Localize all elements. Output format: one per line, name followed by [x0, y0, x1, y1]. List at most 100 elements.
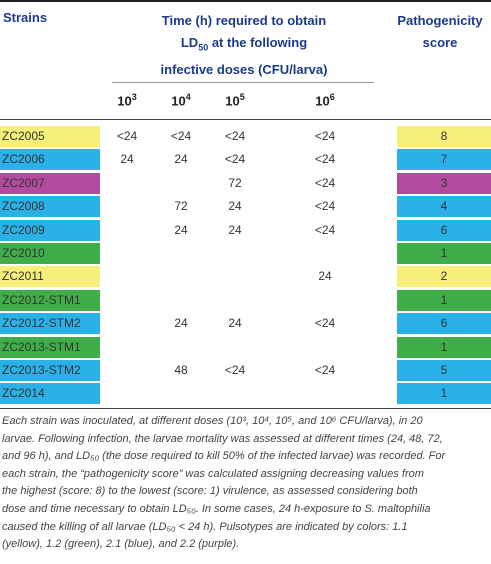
footnote-line: dose and time necessary to obtain LD₅₀. …: [2, 502, 431, 515]
footnote-line: the highest (score: 8) to the lowest (sc…: [2, 485, 418, 498]
table-row: ZC2011 24 2: [0, 266, 491, 288]
ld50-time-cell-d6: [305, 383, 345, 404]
score-cell: 1: [397, 243, 491, 264]
header-ld-subscript: 50: [198, 42, 209, 53]
ld50-time-cell-d4: 48: [174, 363, 188, 377]
dose-header-rule: [112, 82, 374, 83]
strain-cell: ZC2009: [0, 219, 100, 241]
ld50-time-cell-d6: <24: [314, 363, 336, 377]
score-cell: 4: [397, 196, 491, 218]
strain-cell: ZC2013-STM1: [0, 336, 100, 358]
ld50-time-cell-d6: <24: [314, 152, 336, 167]
ld50-time-cell-d5: 24: [228, 222, 242, 237]
header-strains: Strains: [3, 10, 48, 25]
strain-cell: ZC2012-STM2: [0, 313, 100, 335]
ld50-time-cell-d5: 24: [228, 199, 242, 214]
score-cell: 1: [397, 336, 491, 358]
score-cell: 6: [397, 313, 491, 335]
ld50-time-cell-d3: 24: [120, 152, 134, 167]
ld50-time-cell-d3: [107, 173, 147, 194]
strain-cell: ZC2014: [0, 383, 100, 405]
header-path-line2: score: [422, 35, 458, 50]
ld50-time-cell-d4: [161, 266, 201, 287]
ld50-time-cell-d6: [305, 337, 345, 358]
score-cell: 7: [397, 149, 491, 171]
dose-exponent: 4: [185, 92, 191, 102]
header-pathogenicity-score: Pathogenicity score: [392, 10, 488, 54]
ld50-time-cell-d3: [107, 290, 147, 311]
table-row: ZC2009 24 24 <24 6: [0, 219, 491, 242]
table-row: ZC2012-STM2 24 24 <24 6: [0, 313, 491, 335]
strain-cell: ZC2012-STM1: [0, 289, 100, 311]
ld50-time-cell-d3: [107, 337, 147, 358]
footnote-line: Each strain was inoculated, at different…: [2, 415, 423, 427]
table-row: ZC2007 72 <24 3: [0, 172, 491, 195]
dose-base: 10: [171, 93, 186, 109]
table-row: ZC2006 24 24 <24 <24 7: [0, 149, 491, 171]
header-time-line2: LD50 at the following: [118, 32, 370, 59]
strain-cell: ZC2010: [0, 243, 100, 264]
ld50-time-cell-d6: [305, 243, 345, 264]
strain-cell: ZC2011: [0, 266, 100, 288]
score-cell: 5: [397, 360, 491, 381]
ld50-time-cell-d5: [215, 337, 255, 358]
dose-header-1e4: 104: [161, 92, 201, 108]
ld50-time-cell-d3: [107, 383, 147, 404]
dose-exponent: 5: [239, 92, 245, 102]
ld50-time-cell-d5: <24: [224, 129, 246, 143]
ld50-time-cell-d4: 24: [174, 152, 188, 167]
ld50-time-cell-d5: 24: [228, 316, 242, 331]
ld50-time-cell-d3: [107, 266, 147, 287]
strain-cell: ZC2007: [0, 172, 100, 194]
table-row: ZC2008 72 24 <24 4: [0, 196, 491, 218]
ld50-time-cell-d5: [215, 383, 255, 404]
header-time-line3: infective doses (CFU/larva): [160, 61, 328, 77]
header-bottom-rule: [0, 119, 491, 120]
table-row: ZC2013-STM1 1: [0, 336, 491, 359]
strain-cell: ZC2006: [0, 149, 100, 171]
footnote-line: larvae. Following infection, the larvae …: [2, 432, 443, 445]
dose-base: 10: [225, 93, 240, 109]
header-time-required: Time (h) required to obtain LD50 at the …: [118, 10, 370, 81]
score-cell: 8: [397, 126, 491, 147]
ld50-time-cell-d6: <24: [314, 129, 336, 143]
table-row: ZC2010 1: [0, 243, 491, 265]
dose-header-1e5: 105: [215, 92, 255, 108]
table-top-rule: [0, 0, 491, 2]
ld50-time-cell-d3: [107, 360, 147, 381]
strain-cell: ZC2005: [0, 126, 100, 147]
footnote-line: and 96 h), and LD₅₀ (the dose required t…: [2, 450, 446, 463]
ld50-time-cell-d6: [305, 290, 345, 311]
table-row: ZC2005 <24 <24 <24 <24 8: [0, 126, 491, 148]
footnote-line: caused the killing of all larvae (LD₅₀ <…: [2, 520, 408, 533]
dose-base: 10: [315, 93, 330, 109]
score-cell: 6: [397, 219, 491, 241]
dose-header-1e6: 106: [305, 92, 345, 108]
footnote-line: (yellow), 1.2 (green), 2.1 (blue), and 2…: [2, 538, 240, 551]
ld50-time-cell-d6: <24: [314, 175, 336, 190]
ld50-time-cell-d4: 24: [174, 316, 188, 331]
header-path-line1: Pathogenicity: [397, 13, 483, 28]
ld50-time-cell-d4: [161, 383, 201, 404]
ld50-time-cell-d5: [215, 290, 255, 311]
score-cell: 3: [397, 172, 491, 194]
strain-cell: ZC2008: [0, 196, 100, 218]
table-footnote: Each strain was inoculated, at different…: [2, 413, 489, 554]
score-cell: 1: [397, 289, 491, 311]
dose-base: 10: [117, 93, 132, 109]
table-bottom-rule: [0, 408, 491, 409]
ld50-time-cell-d5: <24: [224, 152, 246, 167]
ld50-time-cell-d3: [107, 220, 147, 241]
ld50-time-cell-d5: 72: [228, 175, 242, 190]
header-ld-suffix: at the following: [208, 35, 308, 50]
ld50-time-cell-d3: [107, 196, 147, 217]
ld50-time-cell-d4: <24: [170, 129, 192, 143]
table-row: ZC2014 1: [0, 383, 491, 405]
ld50-time-cell-d4: [161, 337, 201, 358]
ld50-time-cell-d6: 24: [318, 269, 332, 284]
dose-header-1e3: 103: [107, 92, 147, 108]
ld50-time-cell-d5: [215, 243, 255, 264]
score-cell: 1: [397, 383, 491, 405]
ld50-time-cell-d5: <24: [224, 363, 246, 377]
table-row: ZC2013-STM2 48 <24 <24 5: [0, 360, 491, 382]
